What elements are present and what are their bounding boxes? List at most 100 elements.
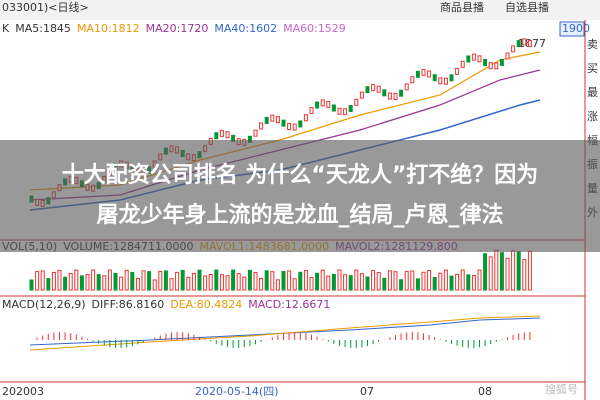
volume-bar — [315, 272, 320, 291]
candle — [264, 116, 269, 124]
volume-bar — [68, 272, 73, 291]
volume-bar — [460, 269, 465, 291]
candle — [387, 92, 392, 100]
candle — [516, 40, 521, 48]
candle — [253, 129, 258, 137]
candle — [337, 107, 342, 115]
volume-bar — [96, 274, 101, 291]
candle — [354, 98, 359, 106]
candle — [315, 101, 320, 109]
volume-bar — [135, 278, 140, 291]
button[interactable]: 商品县播 — [440, 0, 484, 14]
volume-bar — [337, 269, 342, 291]
x-label: 2020-05-14(四) — [195, 385, 279, 398]
candle — [483, 59, 488, 67]
candle — [449, 74, 454, 82]
volume-bar — [35, 271, 40, 291]
volume-bar — [247, 269, 252, 291]
volume-bar — [415, 278, 420, 291]
volume-bar — [331, 273, 336, 291]
volume-bar — [264, 270, 269, 291]
volume-bar — [326, 275, 331, 291]
candle — [494, 62, 499, 70]
volume-bar — [432, 276, 437, 291]
volume-bar — [281, 270, 286, 291]
side-label: 涨 — [587, 110, 598, 123]
volume-bar — [113, 272, 118, 291]
candle — [471, 53, 476, 61]
volume-bar — [292, 278, 297, 291]
volume-bar — [466, 274, 471, 291]
candle — [393, 92, 398, 100]
candle — [365, 86, 370, 94]
volume-bar — [46, 278, 51, 291]
price-box — [559, 21, 585, 37]
candle — [404, 83, 409, 91]
volume-bar — [158, 271, 163, 291]
volume-bar — [376, 272, 381, 291]
candle — [438, 77, 443, 85]
button[interactable]: 自选县播 — [505, 0, 549, 14]
volume-bar — [119, 276, 124, 291]
volume-bar — [348, 275, 353, 291]
candle — [399, 89, 404, 97]
volume-bar — [505, 257, 510, 291]
volume-bar — [197, 269, 202, 291]
candle — [303, 114, 308, 122]
volume-bar — [270, 271, 275, 291]
legend-item: MACD(12,26,9) — [2, 298, 86, 311]
legend-item: MA60:1529 — [283, 22, 346, 35]
legend-item: MA40:1602 — [214, 22, 277, 35]
volume-bar — [63, 276, 68, 291]
candle — [522, 38, 527, 46]
banner-line: 屠龙少年身上流的是龙血_结局_卢恩_律法 — [96, 203, 504, 228]
side-label: 买 — [587, 62, 598, 75]
candle — [292, 123, 297, 131]
volume-bar — [130, 271, 135, 291]
volume-bar — [365, 276, 370, 291]
volume-bar — [303, 269, 308, 291]
volume-bar — [320, 269, 325, 291]
volume-bar — [242, 276, 247, 291]
volume-bar — [471, 275, 476, 291]
volume-bar — [483, 253, 488, 291]
top-bar — [0, 0, 600, 20]
candle — [505, 52, 510, 60]
volume-bar — [382, 277, 387, 291]
volume-bar — [443, 269, 448, 291]
volume-bar — [152, 279, 157, 291]
candle — [410, 76, 415, 84]
candle — [359, 91, 364, 99]
legend-item: DIFF:86.8160 — [92, 298, 165, 311]
volume-bar — [522, 259, 527, 291]
candle — [488, 62, 493, 70]
volume-bar — [219, 274, 224, 291]
candle — [287, 122, 292, 130]
x-label: 202003 — [2, 385, 44, 398]
candle — [460, 60, 465, 68]
candle — [455, 67, 460, 75]
volume-bar — [371, 269, 376, 291]
candle — [421, 68, 426, 76]
volume-bar — [516, 251, 521, 291]
x-label: 08 — [478, 385, 492, 398]
volume-bar — [191, 272, 196, 291]
candle — [320, 99, 325, 107]
legend-item: MACD:12.6671 — [248, 298, 330, 311]
volume-bar — [253, 272, 258, 291]
volume-bar — [421, 271, 426, 291]
volume-bar — [410, 270, 415, 291]
volume-bar — [427, 269, 432, 291]
volume-bar — [231, 269, 236, 291]
candle — [511, 45, 516, 53]
volume-bar — [124, 269, 129, 291]
legend-item: MA10:1812 — [77, 22, 140, 35]
candle — [219, 129, 224, 137]
volume-bar — [147, 271, 152, 291]
macd-line — [29, 317, 541, 346]
volume-bar — [488, 256, 493, 291]
candle — [326, 100, 331, 108]
candle — [427, 70, 432, 78]
candle — [382, 89, 387, 97]
candle — [415, 70, 420, 78]
